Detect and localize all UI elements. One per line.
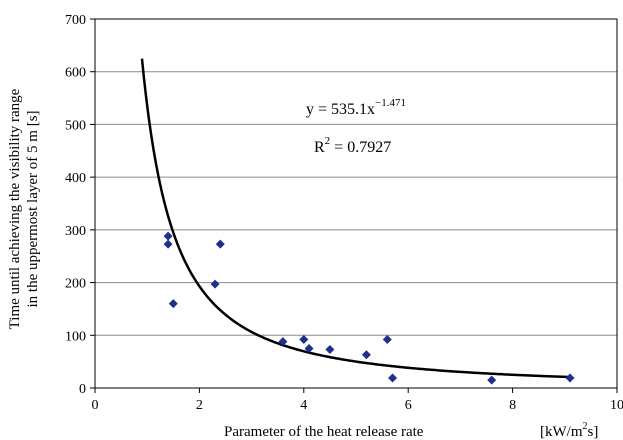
- data-points: [163, 231, 575, 385]
- x-axis-ticks: 0 2 4 6 8 10: [92, 388, 623, 413]
- x-axis-label: Parameter of the heat release rate: [224, 424, 424, 440]
- x-axis-unit: [kW/m2s]: [540, 421, 598, 440]
- y-tick-label: 200: [65, 277, 86, 292]
- x-tick-label: 4: [300, 398, 307, 413]
- plot-area-frame: [94, 18, 618, 389]
- x-tick-label: 10: [610, 398, 623, 413]
- y-tick-label: 0: [79, 382, 86, 397]
- data-point: [215, 239, 225, 249]
- data-point: [304, 343, 314, 353]
- data-point: [361, 350, 371, 360]
- data-point: [382, 335, 392, 345]
- data-point: [210, 279, 220, 289]
- r-squared-label: R2 = 0.7927: [314, 135, 391, 156]
- y-tick-label: 100: [65, 329, 86, 344]
- data-point: [168, 299, 178, 309]
- y-tick-label: 600: [65, 66, 86, 81]
- y-axis-label-line-2: in the uppermost layer of 5 m [s]: [25, 110, 41, 307]
- gridlines: [95, 71, 617, 336]
- y-axis-label-line-1: Time until achieving the visibility rang…: [7, 88, 23, 329]
- y-axis-ticks: 0 100 200 300 400 500 600 700: [65, 13, 95, 397]
- y-tick-label: 300: [65, 224, 86, 239]
- trendline-equation: y = 535.1x−1.471: [306, 97, 406, 118]
- y-tick-label: 700: [65, 13, 86, 28]
- trendline-curve: [140, 58, 571, 379]
- x-tick-label: 2: [196, 398, 203, 413]
- x-tick-label: 0: [92, 398, 99, 413]
- x-tick-label: 6: [405, 398, 412, 413]
- data-point: [278, 337, 288, 347]
- data-point: [565, 373, 575, 383]
- data-point: [325, 345, 335, 355]
- data-point: [487, 375, 497, 385]
- data-point: [163, 231, 173, 241]
- y-tick-label: 500: [65, 118, 86, 133]
- y-tick-label: 400: [65, 171, 86, 186]
- x-tick-label: 8: [509, 398, 516, 413]
- data-point: [163, 239, 173, 249]
- data-point: [388, 373, 398, 383]
- data-point: [299, 335, 309, 345]
